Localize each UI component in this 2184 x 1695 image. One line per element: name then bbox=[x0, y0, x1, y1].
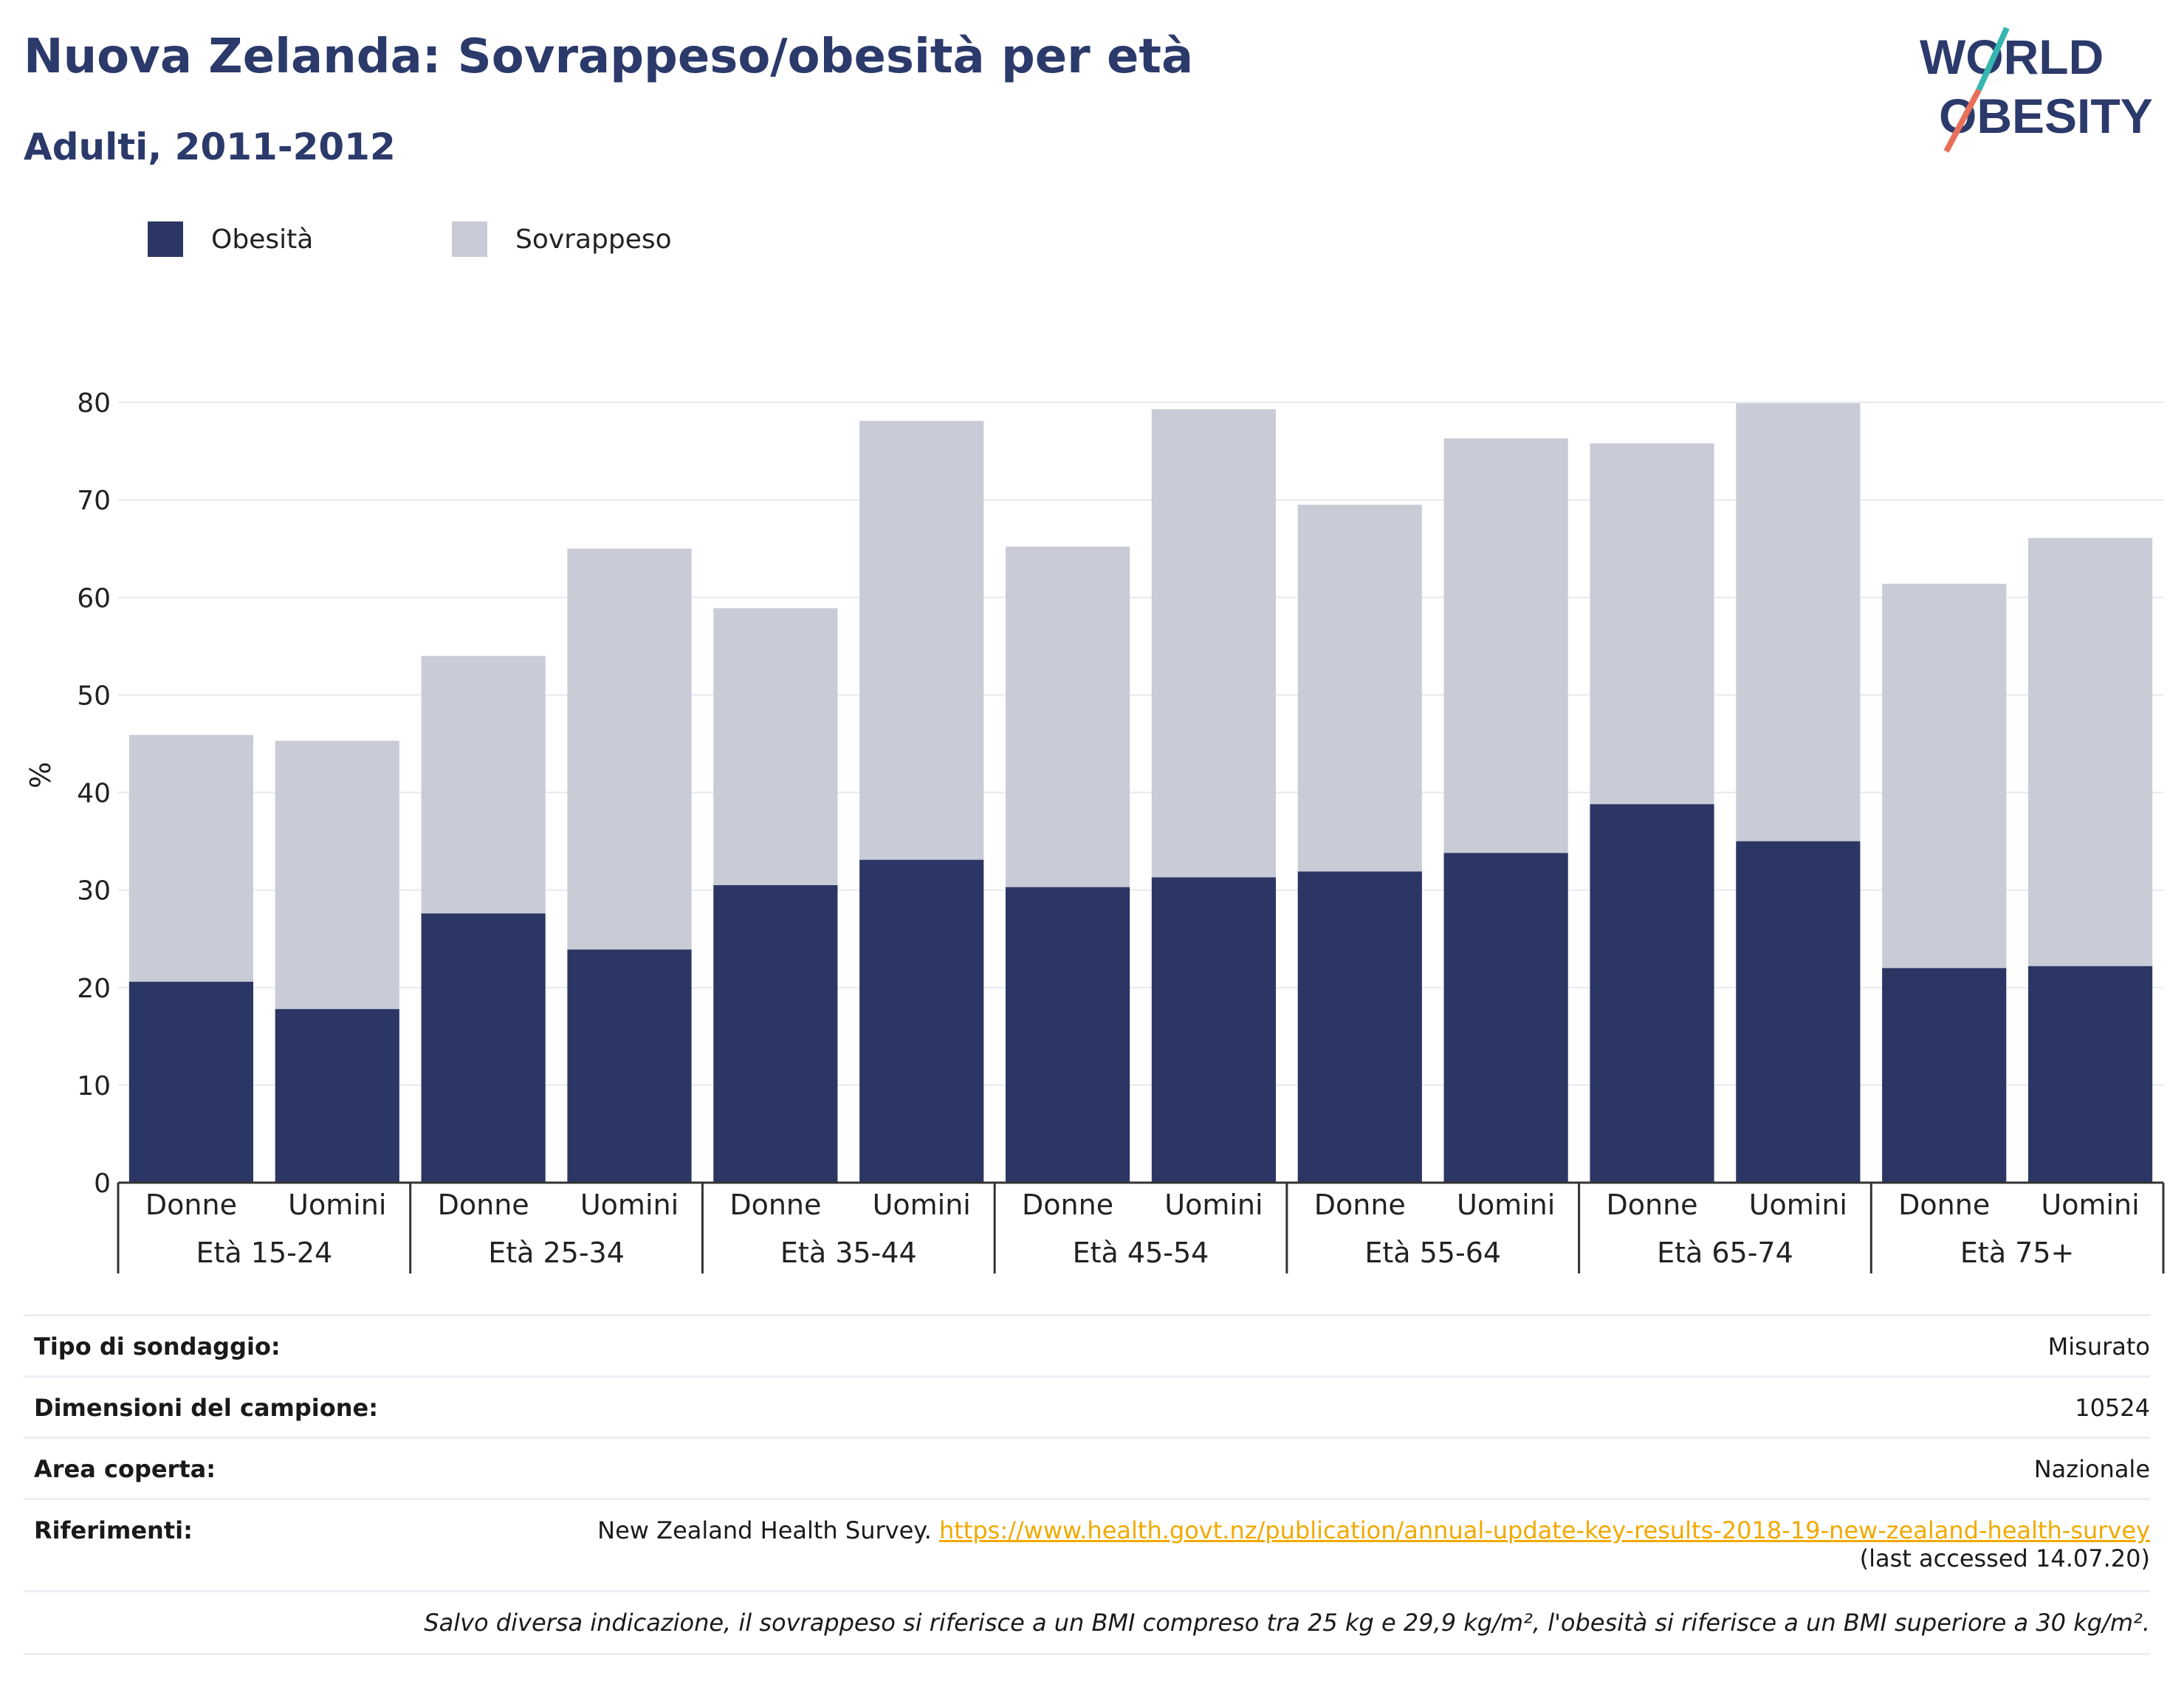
sample-size-value: 10524 bbox=[2075, 1394, 2150, 1422]
x-tick-label: Uomini bbox=[288, 1189, 386, 1221]
bar-obesity bbox=[128, 981, 254, 1183]
bar-obesity bbox=[567, 949, 692, 1183]
bar-overweight bbox=[275, 740, 399, 1009]
bar-obesity bbox=[713, 885, 838, 1183]
x-tick-label: Uomini bbox=[580, 1189, 679, 1221]
x-group-label: Età 65-74 bbox=[1657, 1237, 1793, 1269]
bar-overweight bbox=[567, 549, 692, 950]
x-tick-label: Donne bbox=[1314, 1189, 1406, 1221]
axes: 0 10 20 30 40 50 60 70 80 Donne Uomini Donne Uomini D… bbox=[77, 388, 2165, 1273]
legend-item-obesity: Obesità bbox=[148, 220, 313, 258]
page-subtitle: Adulti, 2011-2012 bbox=[24, 126, 396, 168]
bar-overweight bbox=[713, 608, 838, 886]
x-group-label: Età 25-34 bbox=[488, 1237, 625, 1269]
bar-obesity bbox=[1736, 841, 1861, 1183]
x-tick-label: Donne bbox=[145, 1189, 237, 1221]
bar-overweight bbox=[2027, 537, 2153, 966]
bar-obesity bbox=[2027, 966, 2153, 1183]
references-value: New Zealand Health Survey. https://www.h… bbox=[597, 1516, 2150, 1590]
area-covered-label: Area coperta: bbox=[34, 1455, 216, 1483]
x-group-label: Età 15-24 bbox=[196, 1237, 333, 1269]
survey-type-label: Tipo di sondaggio: bbox=[34, 1333, 281, 1361]
x-tick-label: Uomini bbox=[1164, 1189, 1263, 1221]
x-group-label: Età 45-54 bbox=[1073, 1237, 1209, 1269]
x-group-label: Età 35-44 bbox=[780, 1237, 917, 1269]
survey-type-value: Misurato bbox=[2047, 1333, 2150, 1361]
bar-obesity bbox=[421, 913, 546, 1183]
x-tick-label: Donne bbox=[1022, 1189, 1113, 1221]
x-tick-label: Donne bbox=[729, 1189, 821, 1221]
bar-overweight bbox=[421, 656, 546, 914]
x-tick-label: Uomini bbox=[1749, 1189, 1847, 1221]
reference-accessed: (last accessed 14.07.20) bbox=[1859, 1544, 2150, 1572]
bar-overweight bbox=[1443, 438, 1568, 853]
bar-obesity bbox=[1590, 804, 1714, 1183]
x-tick-label: Uomini bbox=[873, 1189, 971, 1221]
y-tick-label: 40 bbox=[77, 779, 111, 809]
legend-swatch-overweight bbox=[452, 221, 487, 257]
logo-slash-teal bbox=[1976, 27, 2010, 92]
info-row-area: Area coperta: Nazionale bbox=[24, 1437, 2150, 1498]
x-group-label: Età 55-64 bbox=[1364, 1237, 1501, 1269]
info-table: Tipo di sondaggio: Misurato Dimensioni d… bbox=[24, 1314, 2150, 1655]
bar-overweight bbox=[1005, 546, 1130, 887]
reference-source: New Zealand Health Survey. bbox=[597, 1516, 932, 1544]
legend-item-overweight: Sovrappeso bbox=[452, 220, 672, 258]
bar-overweight bbox=[1297, 504, 1422, 872]
bar-overweight bbox=[1882, 583, 2007, 969]
y-tick-label: 50 bbox=[77, 681, 111, 711]
y-axis-label: % bbox=[24, 762, 57, 788]
bars bbox=[128, 403, 2153, 1183]
y-tick-label: 80 bbox=[77, 388, 111, 419]
bar-overweight bbox=[1151, 409, 1277, 878]
info-row-survey: Tipo di sondaggio: Misurato bbox=[24, 1314, 2150, 1375]
bar-obesity bbox=[275, 1008, 399, 1183]
sample-size-label: Dimensioni del campione: bbox=[34, 1394, 379, 1422]
bmi-note: Salvo diversa indicazione, il sovrappeso… bbox=[24, 1590, 2150, 1655]
world-obesity-logo: WORLD OBESITY bbox=[1920, 27, 2153, 153]
references-label: Riferimenti: bbox=[34, 1516, 193, 1544]
page-title: Nuova Zelanda: Sovrappeso/obesità per et… bbox=[24, 30, 1194, 84]
y-tick-label: 0 bbox=[94, 1169, 111, 1199]
bar-obesity bbox=[859, 859, 984, 1183]
legend-swatch-obesity bbox=[148, 221, 183, 257]
y-tick-label: 60 bbox=[77, 583, 111, 613]
bar-overweight bbox=[128, 735, 254, 982]
logo-slash-coral bbox=[1943, 89, 1982, 153]
bar-overweight bbox=[859, 421, 984, 860]
bar-obesity bbox=[1151, 877, 1277, 1183]
reference-link[interactable]: https://www.health.govt.nz/publication/a… bbox=[938, 1516, 2150, 1544]
bar-overweight bbox=[1590, 443, 1714, 805]
info-row-references: Riferimenti: New Zealand Health Survey. … bbox=[24, 1498, 2150, 1590]
legend-label-obesity: Obesità bbox=[211, 224, 314, 255]
bar-obesity bbox=[1297, 871, 1422, 1183]
bar-obesity bbox=[1443, 853, 1568, 1183]
x-tick-label: Donne bbox=[1606, 1189, 1697, 1221]
bar-overweight bbox=[1736, 403, 1861, 842]
area-covered-value: Nazionale bbox=[2033, 1455, 2150, 1483]
x-tick-label: Uomini bbox=[1457, 1189, 1555, 1221]
stacked-bar-chart: 0 10 20 30 40 50 60 70 80 Donne Uomini Donne Uomini D… bbox=[24, 388, 2165, 1273]
x-group-label: Età 75+ bbox=[1960, 1237, 2074, 1269]
x-tick-label: Donne bbox=[438, 1189, 529, 1221]
x-tick-label: Uomini bbox=[2041, 1189, 2139, 1221]
y-tick-label: 70 bbox=[77, 486, 111, 516]
y-tick-label: 10 bbox=[77, 1071, 111, 1101]
x-tick-label: Donne bbox=[1898, 1189, 1990, 1221]
info-row-sample: Dimensioni del campione: 10524 bbox=[24, 1375, 2150, 1437]
y-tick-label: 30 bbox=[77, 876, 111, 907]
bar-obesity bbox=[1882, 968, 2007, 1183]
legend-label-overweight: Sovrappeso bbox=[515, 224, 672, 255]
logo-line1: WORLD bbox=[1920, 30, 2104, 84]
y-tick-label: 20 bbox=[77, 974, 111, 1004]
bar-obesity bbox=[1005, 887, 1130, 1183]
